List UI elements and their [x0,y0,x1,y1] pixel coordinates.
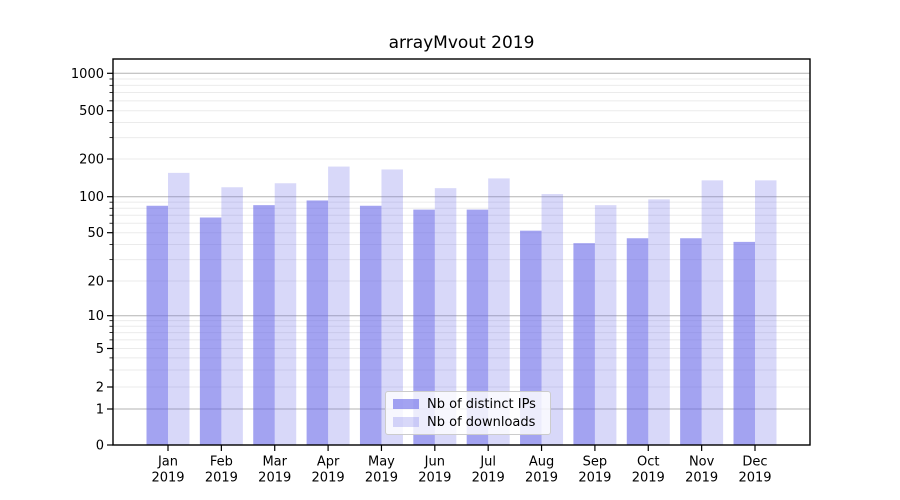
legend-entry-distinct-ips: Nb of distinct IPs [393,397,543,412]
x-tick-year-feb: 2019 [205,471,238,486]
bar-downloads-apr [328,166,350,445]
bar-distinct-ips-mar [253,205,275,445]
bar-distinct-ips-oct [626,238,649,445]
y-tick-label-0: 0 [96,439,104,454]
y-tick-label-20: 20 [87,275,104,290]
x-tick-label-mar: Mar [262,455,287,470]
x-tick-label-jun: Jun [424,455,445,470]
bar-distinct-ips-jul [466,209,489,445]
bar-downloads-jul [488,178,510,445]
bar-distinct-ips-feb [199,217,222,445]
x-tick-year-jul: 2019 [472,471,505,486]
x-tick-label-may: May [368,455,395,470]
chart-title: arrayMvout 2019 [388,33,535,53]
legend-entry-downloads: Nb of downloads [393,415,543,430]
bar-downloads-jun [434,188,457,445]
x-tick-label-dec: Dec [742,455,767,470]
legend-label-downloads: Nb of downloads [427,414,536,430]
bar-downloads-feb [221,187,243,445]
y-tick-label-1000: 1000 [71,67,104,82]
legend-label-distinct-ips: Nb of distinct IPs [427,396,536,412]
bar-distinct-ips-sep [573,243,595,445]
bar-downloads-oct [648,199,670,445]
x-tick-year-aug: 2019 [525,471,558,486]
bar-distinct-ips-may [359,205,382,445]
y-tick-label-100: 100 [79,190,104,205]
x-tick-label-aug: Aug [529,455,554,470]
bar-downloads-nov [701,180,724,445]
bar-distinct-ips-apr [306,200,329,445]
x-tick-label-jul: Jul [479,455,496,470]
y-tick-label-2: 2 [96,381,104,396]
x-tick-label-feb: Feb [210,455,233,470]
bar-downloads-sep [594,205,617,445]
y-tick-label-50: 50 [87,226,104,241]
x-tick-label-sep: Sep [583,455,608,470]
y-tick-label-200: 200 [79,153,104,168]
bar-distinct-ips-jan [146,205,168,445]
x-tick-year-jan: 2019 [151,471,184,486]
bar-downloads-mar [274,183,297,445]
x-tick-year-nov: 2019 [685,471,718,486]
x-tick-year-sep: 2019 [578,471,611,486]
bar-downloads-may [381,169,403,446]
plot-border [112,58,811,446]
legend-swatch-downloads-icon [393,417,419,427]
x-tick-year-dec: 2019 [738,471,771,486]
bar-distinct-ips-jun [413,209,435,445]
y-tick-label-1: 1 [96,403,104,418]
x-tick-year-may: 2019 [365,471,398,486]
y-tick-label-10: 10 [87,309,104,324]
x-tick-year-apr: 2019 [312,471,345,486]
y-tick-label-500: 500 [79,104,104,119]
x-tick-year-jun: 2019 [418,471,451,486]
bar-downloads-aug [541,194,564,445]
legend: Nb of distinct IPs Nb of downloads [385,391,551,435]
x-tick-label-jan: Jan [157,455,178,470]
bar-distinct-ips-dec [733,241,755,445]
bar-downloads-dec [755,180,777,445]
x-tick-label-apr: Apr [317,455,340,470]
legend-swatch-distinct-ips-icon [393,399,419,409]
y-tick-label-5: 5 [96,342,104,357]
x-tick-label-nov: Nov [689,455,715,470]
bar-distinct-ips-nov [680,238,702,445]
bar-downloads-jan [168,172,190,445]
x-tick-label-oct: Oct [637,455,659,470]
x-tick-year-oct: 2019 [632,471,665,486]
x-tick-year-mar: 2019 [258,471,291,486]
